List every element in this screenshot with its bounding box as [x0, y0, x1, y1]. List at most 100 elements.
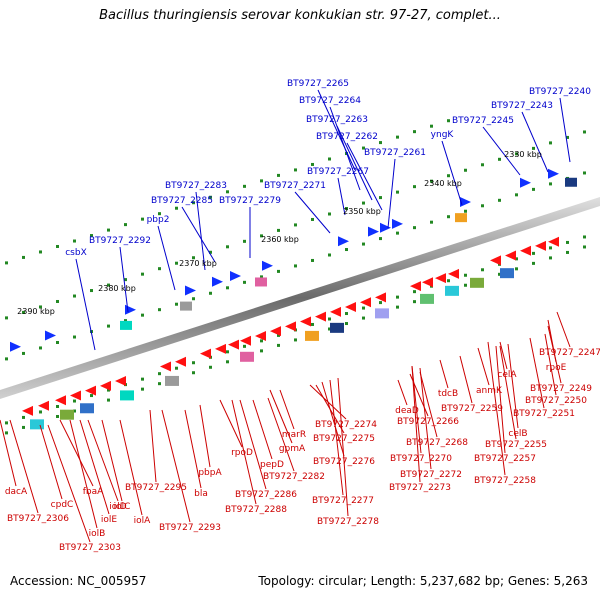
label-leader [119, 419, 143, 516]
gene-label[interactable]: BT9727_2274 [315, 420, 377, 430]
gene-label[interactable]: BT9727_2295 [125, 483, 187, 493]
reverse-cds-arrow [548, 236, 559, 247]
tick-dot [90, 394, 93, 398]
gene-label[interactable]: BT9727_2268 [406, 438, 468, 448]
gene-label[interactable]: BT9727_2258 [474, 476, 536, 486]
gene-label[interactable]: BT9727_2276 [313, 457, 375, 467]
gene-label[interactable]: iolB [89, 529, 106, 539]
gene-label[interactable]: pbp2 [147, 215, 170, 225]
gene-label[interactable]: BT9727_2282 [263, 472, 325, 482]
gene-label[interactable]: BT9727_2257 [474, 454, 536, 464]
gene-label[interactable]: BT9727_2293 [159, 523, 221, 533]
gene-label[interactable]: fbaA [83, 487, 104, 497]
gene-label[interactable]: celA [497, 370, 517, 380]
gene-label[interactable]: bla [194, 489, 208, 499]
gene-label[interactable]: BT9727_2251 [513, 409, 575, 419]
reverse-cds-arrow [300, 316, 311, 327]
gene-label[interactable]: BT9727_2249 [530, 384, 592, 394]
gene-label[interactable]: pbpA [198, 468, 222, 478]
forward-cds-arrow [548, 168, 559, 179]
feature-block [255, 277, 267, 287]
gene-label[interactable]: BT9727_2243 [491, 101, 553, 111]
gene-label[interactable]: BT9727_2285 [151, 196, 213, 206]
gene-label[interactable]: iolA [134, 516, 152, 526]
gene-label[interactable]: deaD [395, 406, 419, 416]
gene-label[interactable]: BT9727_2277 [312, 496, 374, 506]
tick-dot [447, 119, 450, 123]
gene-label[interactable]: iolE [101, 515, 118, 525]
tick-dot [107, 283, 110, 287]
gene-label[interactable]: BT9727_2255 [485, 440, 547, 450]
gene-label[interactable]: yngK [431, 130, 455, 140]
gene-label[interactable]: BT9727_2266 [397, 417, 459, 427]
gene-label[interactable]: dacA [5, 487, 28, 497]
gene-label[interactable]: BT9727_2272 [400, 470, 462, 480]
gene-label[interactable]: BT9727_2263 [306, 115, 368, 125]
feature-block [470, 277, 484, 288]
gene-label[interactable]: BT9727_2275 [313, 434, 375, 444]
feature-block [420, 293, 434, 304]
tick-dot [413, 300, 416, 304]
gene-label[interactable]: BT9727_2279 [219, 196, 281, 206]
gene-label[interactable]: BT9727_2245 [452, 116, 514, 126]
gene-label[interactable]: BT9727_2262 [316, 132, 378, 142]
gene-label[interactable]: BT9727_2265 [287, 79, 349, 89]
gene-label[interactable]: marR [282, 430, 306, 440]
label-leader [294, 191, 331, 234]
tick-dot [175, 206, 178, 210]
gene-label[interactable]: BT9727_2264 [299, 96, 361, 106]
gene-label[interactable]: csbX [65, 248, 87, 258]
gene-label[interactable]: iolD [109, 502, 127, 512]
tick-dot [158, 382, 161, 386]
forward-cds-arrow [460, 197, 471, 208]
tick-dot [39, 346, 42, 350]
tick-dot [22, 255, 25, 259]
gene-label[interactable]: BT9727_2303 [59, 543, 121, 553]
gene-label[interactable]: BT9727_2259 [441, 404, 503, 414]
gene-label[interactable]: BT9727_2273 [389, 483, 451, 493]
reverse-cds-arrow [255, 330, 266, 341]
gene-label[interactable]: BT9727_2286 [235, 490, 297, 500]
gene-label[interactable]: pepD [260, 460, 284, 470]
tick-dot [141, 217, 144, 221]
tick-dot [328, 327, 331, 331]
gene-label[interactable]: rpoD [231, 448, 253, 458]
gene-label[interactable]: celB [508, 429, 527, 439]
gene-label[interactable]: iolC [114, 502, 131, 512]
gene-label[interactable]: BT9727_2271 [264, 181, 326, 191]
kbp-ticks: 2330 kbp 2340 kbp 2350 kbp 2360 kbp 2370 kbp… [17, 150, 542, 316]
tick-dot [277, 173, 280, 177]
feature-block [80, 403, 94, 414]
label-leader [279, 389, 295, 430]
gene-label[interactable]: BT9727_2247 [539, 348, 600, 358]
gene-label[interactable]: anmK [476, 386, 503, 396]
gene-label[interactable]: gpmA [279, 444, 306, 454]
tick-dot [158, 212, 161, 216]
tick-dot [175, 302, 178, 306]
gene-label[interactable]: BT9727_2292 [89, 236, 151, 246]
label-leader [559, 97, 571, 163]
gene-label[interactable]: BT9727_2288 [225, 505, 287, 515]
tick-dot [226, 286, 229, 290]
label-leader [39, 424, 63, 500]
label-leader [119, 246, 129, 313]
gene-label[interactable]: rpoE [546, 363, 567, 373]
tick-dot [107, 324, 110, 328]
gene-label[interactable]: BT9727_2240 [529, 87, 591, 97]
label-leader [317, 89, 356, 171]
gene-label[interactable]: BT9727_2306 [7, 514, 69, 524]
gene-label[interactable]: BT9727_2270 [390, 454, 452, 464]
tick-dot [158, 267, 161, 271]
feature-block [330, 322, 344, 333]
gene-label[interactable]: cpdC [51, 500, 74, 510]
gene-label[interactable]: BT9727_2267 [307, 167, 369, 177]
forward-cds-arrow [125, 304, 136, 315]
gene-label[interactable]: BT9727_2283 [165, 181, 227, 191]
gene-label[interactable]: BT9727_2250 [525, 396, 587, 406]
gene-label[interactable]: BT9727_2278 [317, 517, 379, 527]
forward-cds-arrow [368, 226, 379, 237]
gene-label[interactable]: BT9727_2261 [364, 148, 426, 158]
tick-dot [277, 269, 280, 273]
tick-dot [481, 163, 484, 167]
gene-label[interactable]: tdcB [438, 389, 458, 399]
